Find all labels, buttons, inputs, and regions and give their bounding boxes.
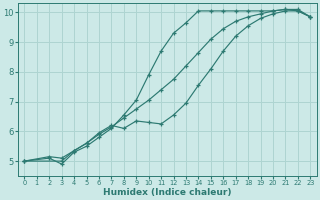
X-axis label: Humidex (Indice chaleur): Humidex (Indice chaleur) <box>103 188 232 197</box>
